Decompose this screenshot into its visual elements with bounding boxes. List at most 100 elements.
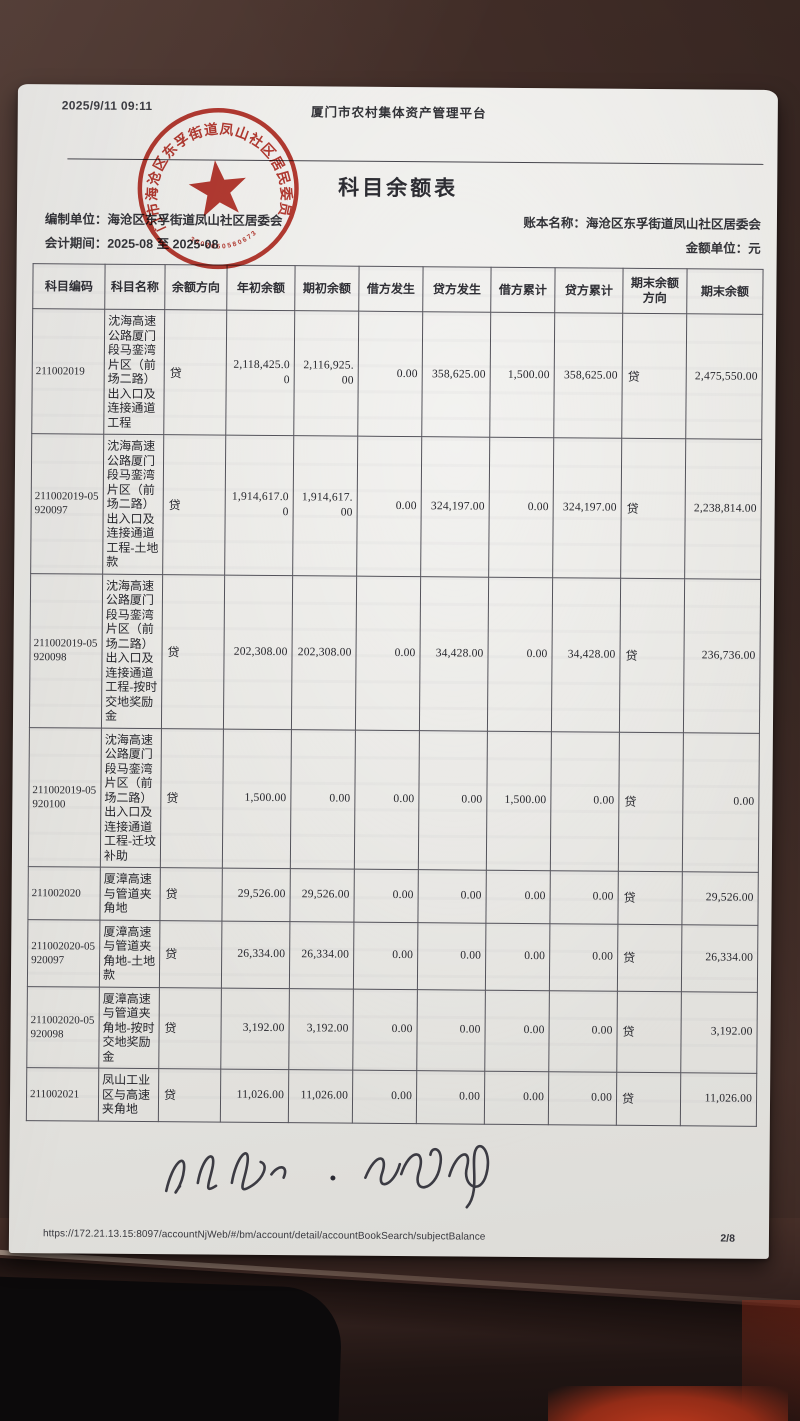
cell-code: 211002019-05920097	[30, 433, 104, 574]
header-divider	[67, 158, 764, 165]
cell-period_open: 3,192.00	[288, 988, 354, 1071]
cell-dir: 贷	[158, 987, 222, 1070]
column-header: 借方发生	[358, 266, 424, 312]
cell-year_open: 29,526.00	[221, 868, 291, 922]
table-row: 211002019-05920100 沈海高速公路厦门段马銮湾片区（前场二路）出入…	[28, 727, 760, 873]
cell-year_open: 1,914,617.00	[224, 435, 294, 576]
column-header: 贷方发生	[422, 266, 492, 313]
cell-dir: 贷	[159, 920, 222, 988]
cell-end_bal: 2,238,814.00	[684, 438, 762, 579]
cell-debit_cum: 0.00	[485, 922, 550, 991]
subject-balance-table: 科目编码 科目名称 余额方向 年初余额 期初余额 借方发生 贷方发生 借方累计 贷方累计 期末余额…	[25, 263, 764, 1127]
cell-end_bal: 11,026.00	[680, 1072, 757, 1126]
cell-name: 厦漳高速与管道夹角地	[99, 867, 161, 921]
handwritten-signature-right	[364, 1144, 490, 1209]
signature-dot	[330, 1174, 336, 1181]
cell-credit_cum: 0.00	[549, 870, 619, 924]
document-content: 2025/9/11 09:11 厦门市农村集体资产管理平台 科目余额表 编制单位…	[9, 84, 778, 1258]
red-floor-patch	[548, 1386, 788, 1421]
cell-end_dir: 贷	[618, 731, 684, 872]
report-meta: 编制单位：海沧区东孚街道凤山社区居委会 会计期间：2025-08 至 2025-…	[33, 207, 763, 261]
cell-period_open: 0.00	[290, 729, 356, 870]
cell-dir: 贷	[163, 309, 227, 436]
cell-credit: 0.00	[417, 922, 486, 990]
cell-debit: 0.00	[357, 311, 423, 437]
cell-code: 211002020-05920098	[26, 986, 100, 1069]
cell-debit: 0.00	[353, 869, 419, 923]
cell-code: 211002019-05920100	[28, 727, 102, 868]
cell-credit: 0.00	[416, 1070, 485, 1124]
report-meta-left: 编制单位：海沧区东孚街道凤山社区居委会 会计期间：2025-08 至 2025-…	[45, 207, 283, 257]
cell-end_bal: 26,334.00	[681, 924, 758, 992]
cell-debit_cum: 0.00	[484, 1071, 549, 1125]
chair-shadow	[0, 1275, 344, 1421]
cell-dir: 贷	[162, 434, 226, 575]
cell-end_bal: 29,526.00	[681, 871, 759, 925]
handwritten-signature-left	[164, 1151, 287, 1194]
column-header: 科目编码	[32, 263, 106, 310]
cell-year_open: 1,500.00	[222, 728, 292, 869]
cell-debit: 0.00	[356, 436, 422, 577]
cell-debit: 0.00	[354, 729, 420, 870]
signature-area	[25, 1131, 756, 1217]
cell-credit: 0.00	[417, 869, 487, 923]
cell-debit_cum: 1,500.00	[489, 312, 555, 438]
cell-code: 211002019-05920098	[29, 573, 103, 728]
cell-dir: 贷	[161, 574, 225, 729]
cell-end_bal: 0.00	[682, 732, 760, 873]
cell-period_open: 26,334.00	[289, 921, 354, 989]
table-row: 211002021 凤山工业区与高速夹角地贷 11,026.00 11,026.00 0…	[26, 1067, 757, 1126]
cell-period_open: 2,116,925.00	[293, 310, 359, 437]
table-row: 211002019-05920097 沈海高速公路厦门段马銮湾片区（前场二路）出入…	[30, 433, 762, 579]
cell-end_bal: 3,192.00	[680, 991, 758, 1074]
cell-credit_cum: 0.00	[548, 1071, 617, 1125]
prepared-by: 编制单位：海沧区东孚街道凤山社区居委会	[44, 212, 283, 229]
cell-debit: 0.00	[352, 1070, 417, 1124]
print-header: 2025/9/11 09:11 厦门市农村集体资产管理平台	[34, 98, 764, 122]
cell-debit_cum: 0.00	[487, 576, 553, 732]
cell-end_dir: 贷	[617, 923, 682, 992]
cell-credit_cum: 0.00	[548, 990, 618, 1073]
cell-name: 凤山工业区与高速夹角地	[98, 1068, 159, 1122]
cell-name: 厦漳高速与管道夹角地-按时交地奖励金	[98, 986, 160, 1069]
report-title: 科目余额表	[338, 176, 459, 201]
cell-credit: 0.00	[418, 730, 488, 871]
cell-end_dir: 贷	[620, 438, 686, 579]
accounting-period: 会计期间：2025-08 至 2025-08	[44, 236, 219, 252]
cell-dir: 贷	[159, 867, 223, 921]
cell-debit_cum: 0.00	[488, 437, 554, 578]
column-header: 期末余额	[686, 268, 764, 315]
balance-table-body: 211002019 沈海高速公路厦门段马銮湾片区（前场二路）出入口及连接通道工程贷…	[26, 308, 763, 1126]
column-header: 借方累计	[490, 267, 556, 313]
table-row: 211002020-05920097 厦漳高速与管道夹角地-土地款贷 26,334.…	[27, 919, 758, 992]
cell-year_open: 26,334.00	[221, 920, 290, 989]
site-title: 厦门市农村集体资产管理平台	[310, 105, 487, 121]
cell-credit: 34,428.00	[419, 576, 489, 731]
table-row: 211002020 厦漳高速与管道夹角地贷 29,526.00 29,526.00 0.…	[27, 866, 759, 925]
paper-sheet: 2025/9/11 09:11 厦门市农村集体资产管理平台 科目余额表 编制单位…	[8, 84, 778, 1259]
footer-url: https://172.21.13.15:8097/accountNjWeb/#…	[42, 1227, 486, 1243]
print-footer: https://172.21.13.15:8097/accountNjWeb/#…	[43, 1227, 751, 1259]
column-header: 年初余额	[226, 265, 296, 311]
cell-end_dir: 贷	[621, 313, 687, 439]
cell-name: 沈海高速公路厦门段马銮湾片区（前场二路）出入口及连接通道工程-迁坟补助	[100, 727, 162, 868]
cell-code: 211002021	[26, 1067, 99, 1121]
column-header: 期末余额方向	[622, 268, 688, 314]
column-header: 期初余额	[294, 265, 360, 312]
cell-end_bal: 2,475,550.00	[685, 313, 763, 440]
table-row: 211002019-05920098 沈海高速公路厦门段马銮湾片区（前场二路）出入…	[29, 573, 761, 733]
column-header: 科目名称	[104, 264, 166, 310]
amount-unit: 金额单位：元	[685, 241, 761, 256]
cell-credit_cum: 0.00	[549, 923, 618, 991]
cell-period_open: 1,914,617.00	[292, 435, 358, 576]
cell-name: 沈海高速公路厦门段马銮湾片区（前场二路）出入口及连接通道工程	[103, 309, 165, 435]
cell-dir: 贷	[158, 1068, 221, 1122]
cell-credit_cum: 358,625.00	[553, 312, 623, 439]
cell-debit_cum: 1,500.00	[486, 730, 552, 871]
cell-name: 沈海高速公路厦门段马銮湾片区（前场二路）出入口及连接通道工程-按时交地奖励金	[101, 573, 163, 729]
cell-code: 211002020-05920097	[27, 919, 100, 987]
page-number: 2/8	[720, 1232, 736, 1245]
cell-end_bal: 236,736.00	[683, 578, 761, 733]
cell-debit_cum: 0.00	[484, 989, 550, 1072]
